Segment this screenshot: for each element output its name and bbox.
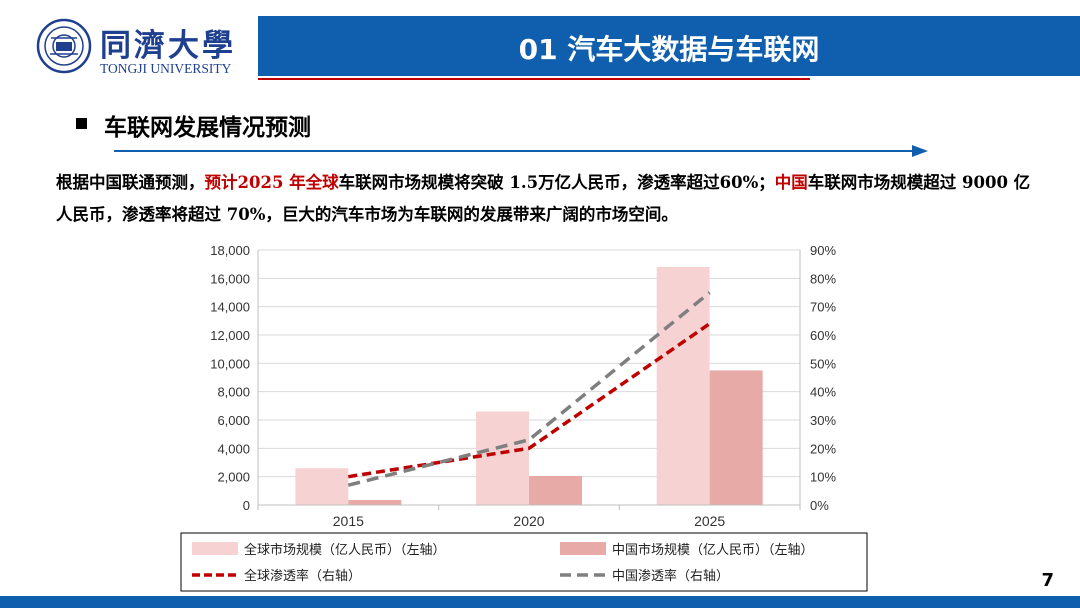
chart-legend: 全球市场规模（亿人民币）（左轴） 中国市场规模（亿人民币）（左轴） 全球渗透率（右轴… — [180, 532, 868, 592]
y-left-tick-label: 6,000 — [217, 413, 250, 428]
y-left-tick-label: 10,000 — [210, 356, 250, 371]
line-china-penetration — [347, 291, 711, 487]
footer-bar — [0, 596, 1080, 608]
legend-label: 中国渗透率（右轴） — [612, 568, 729, 584]
y-left-tick-label: 16,000 — [210, 271, 250, 286]
line-global-penetration — [348, 322, 711, 479]
section-bullet-icon — [76, 118, 87, 129]
para-part-1: 根据中国联通预测， — [56, 173, 205, 192]
y-right-tick-label: 90% — [810, 243, 836, 258]
legend-swatch — [560, 542, 606, 555]
legend-label: 全球渗透率（右轴） — [244, 568, 361, 584]
page-title: 01 汽车大数据与车联网 — [518, 33, 820, 66]
bar-china-2015 — [348, 500, 402, 505]
para-part-5: 车联网市场规模超过 9000 亿人民币，渗透率将超过 70%，巨大的汽车市场为车… — [56, 173, 1031, 224]
y-left-tick-label: 12,000 — [210, 328, 250, 343]
page-number: 7 — [1041, 570, 1054, 591]
chart-bars — [295, 267, 763, 505]
para-highlight-global: 预计2025 年全球 — [204, 173, 339, 192]
section-title: 车联网发展情况预测 — [104, 115, 311, 141]
y-left-tick-label: 0 — [243, 498, 250, 513]
x-tick-label: 2025 — [694, 513, 725, 529]
bar-china-2025 — [709, 370, 763, 505]
chart-lines — [347, 291, 711, 487]
bar-global-2025 — [656, 267, 710, 505]
x-tick-label: 2015 — [333, 513, 364, 529]
y-left-tick-label: 4,000 — [217, 441, 250, 456]
bar-china-2020 — [529, 475, 582, 505]
legend-swatch — [192, 542, 238, 555]
section-arrow-icon — [114, 145, 928, 157]
y-left-tick-label: 14,000 — [210, 300, 250, 315]
y-right-tick-label: 50% — [810, 356, 836, 371]
legend-label: 中国市场规模（亿人民币）（左轴） — [612, 542, 814, 558]
y-right-tick-label: 10% — [810, 470, 836, 485]
x-tick-label: 2020 — [513, 513, 544, 529]
y-right-tick-label: 30% — [810, 413, 836, 428]
bar-global-2015 — [295, 468, 349, 505]
chart-axes: 0 0% 2,000 10% 4,000 20% 6,000 30% 8,000 40% 10,00… — [210, 243, 836, 529]
para-highlight-china: 中国 — [774, 173, 808, 192]
y-right-tick-label: 20% — [810, 441, 836, 456]
title-bar: 01 汽车大数据与车联网 — [258, 16, 1080, 76]
y-right-tick-label: 70% — [810, 300, 836, 315]
logo-chinese-name: 同濟大學 — [100, 28, 236, 64]
y-left-tick-label: 8,000 — [217, 385, 250, 400]
university-logo: 同濟大學 TONGJI UNIVERSITY — [36, 18, 258, 78]
university-seal-icon — [36, 18, 92, 74]
y-right-tick-label: 80% — [810, 271, 836, 286]
y-left-tick-label: 2,000 — [217, 470, 250, 485]
y-left-tick-label: 18,000 — [210, 243, 250, 258]
legend-label: 全球市场规模（亿人民币）（左轴） — [244, 542, 446, 558]
para-part-3: 车联网市场规模将突破 1.5万亿人民币，渗透率超过60%； — [338, 173, 775, 192]
bar-global-2020 — [476, 411, 529, 505]
y-right-tick-label: 60% — [810, 328, 836, 343]
description-paragraph: 根据中国联通预测，预计2025 年全球车联网市场规模将突破 1.5万亿人民币，渗… — [56, 167, 1041, 231]
y-right-tick-label: 0% — [810, 498, 829, 513]
header-divider — [258, 78, 810, 80]
logo-english-name: TONGJI UNIVERSITY — [100, 61, 232, 76]
legend-box — [180, 532, 868, 592]
y-right-tick-label: 40% — [810, 385, 836, 400]
